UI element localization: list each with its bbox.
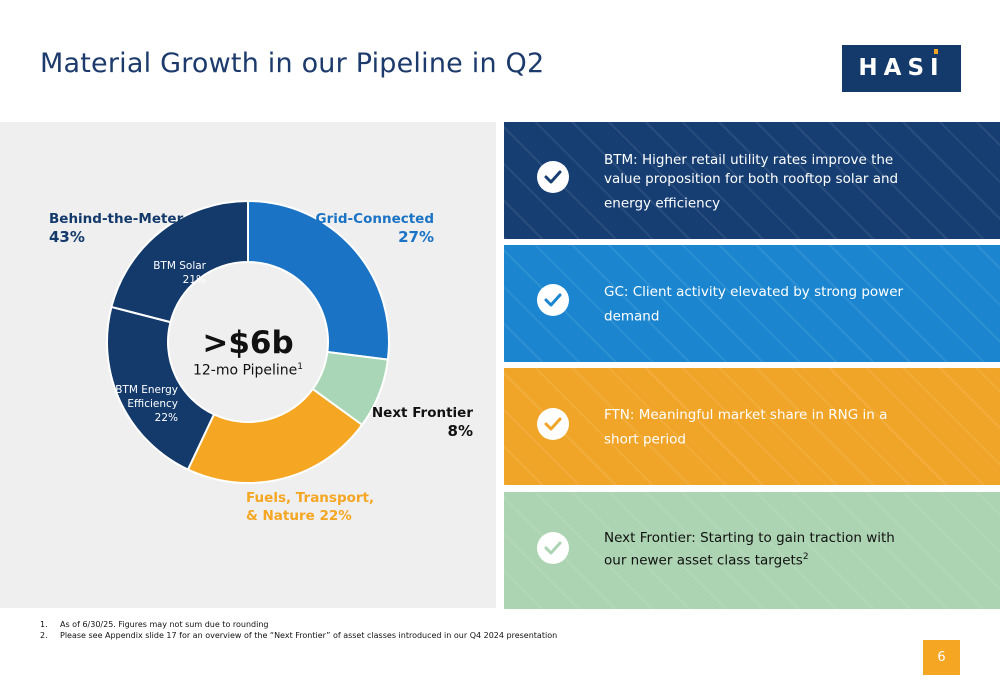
card-text: BTM: Higher retail utility rates improve… [604, 151, 904, 214]
center-label-sup: 1 [297, 362, 304, 372]
page-number: 6 [923, 640, 960, 675]
card-text-body: FTN: Meaningful market share in RNG in a… [604, 407, 888, 448]
card-text-body: BTM: Higher retail utility rates improve… [604, 152, 899, 212]
card-gc: GC: Client activity elevated by strong p… [504, 245, 1000, 362]
btm-ee-line1: BTM Energy [115, 384, 178, 396]
gc-label: Grid-Connected 27% [300, 210, 434, 246]
btm-solar-pct: 21% [182, 274, 206, 286]
ftn-line2: & Nature 22% [246, 508, 352, 524]
footnote-text: As of 6/30/25. Figures may not sum due t… [60, 620, 269, 629]
center-value: >$6b [202, 325, 294, 361]
btm-ee-pct: 22% [154, 412, 178, 424]
btm-name: Behind-the-Meter [49, 211, 184, 227]
card-background-texture [504, 245, 1000, 362]
card-background-texture [504, 492, 1000, 609]
checkmark-icon [537, 408, 569, 440]
gc-name: Grid-Connected [315, 211, 434, 227]
card-text-sup: 2 [802, 552, 809, 562]
gc-pct: 27% [398, 228, 434, 246]
card-ftn: FTN: Meaningful market share in RNG in a… [504, 368, 1000, 485]
btm-ee-line2: Efficiency [127, 398, 178, 410]
center-label-text: 12-mo Pipeline [192, 362, 298, 379]
card-text: Next Frontier: Starting to gain traction… [604, 529, 904, 571]
ftn-label: Fuels, Transport, & Nature 22% [246, 489, 374, 525]
card-text-body: GC: Client activity elevated by strong p… [604, 284, 904, 325]
card-next-frontier: Next Frontier: Starting to gain traction… [504, 492, 1000, 609]
logo-text: HASI [858, 55, 945, 81]
pipeline-chart-panel: Behind-the-Meter 43% Grid-Connected 27% … [0, 122, 496, 608]
footnote-number: 1. [40, 620, 48, 629]
donut-slice-btm-energy-efficiency [106, 305, 216, 471]
btm-solar-label: BTM Solar 21% [140, 259, 206, 287]
btm-solar-name: BTM Solar [153, 260, 206, 272]
logo-dot [934, 49, 938, 54]
card-text-body: Next Frontier: Starting to gain traction… [604, 530, 895, 569]
card-text: GC: Client activity elevated by strong p… [604, 283, 904, 327]
nf-name: Next Frontier [371, 405, 473, 421]
donut-slice-grid-connected [247, 199, 390, 361]
footnote: 1. As of 6/30/25. Figures may not sum du… [40, 619, 557, 630]
footnote: 2. Please see Appendix slide 17 for an o… [40, 630, 557, 641]
footnote-number: 2. [40, 631, 48, 640]
footnotes: 1. As of 6/30/25. Figures may not sum du… [40, 619, 557, 641]
btm-label: Behind-the-Meter 43% [49, 210, 183, 246]
footnote-text: Please see Appendix slide 17 for an over… [60, 631, 558, 640]
card-background-texture [504, 368, 1000, 485]
checkmark-icon [537, 161, 569, 193]
hasi-logo: HASI [842, 45, 961, 92]
card-btm: BTM: Higher retail utility rates improve… [504, 122, 1000, 239]
nf-label: Next Frontier 8% [370, 404, 473, 440]
btm-ee-label: BTM Energy Efficiency 22% [108, 383, 178, 425]
checkmark-icon [537, 284, 569, 316]
ftn-line1: Fuels, Transport, [246, 490, 375, 506]
card-text: FTN: Meaningful market share in RNG in a… [604, 406, 904, 450]
btm-pct: 43% [49, 228, 85, 246]
donut-chart [106, 199, 390, 484]
donut-slice-fuels-transport-nature [186, 387, 364, 484]
donut-slice-btm-solar [110, 199, 249, 324]
nf-pct: 8% [447, 422, 473, 440]
page-title: Material Growth in our Pipeline in Q2 [40, 48, 545, 79]
checkmark-icon [537, 532, 569, 564]
btm-divider-line [111, 306, 171, 323]
center-label: 12-mo Pipeline1 [180, 362, 316, 379]
card-background-texture [504, 122, 1000, 239]
